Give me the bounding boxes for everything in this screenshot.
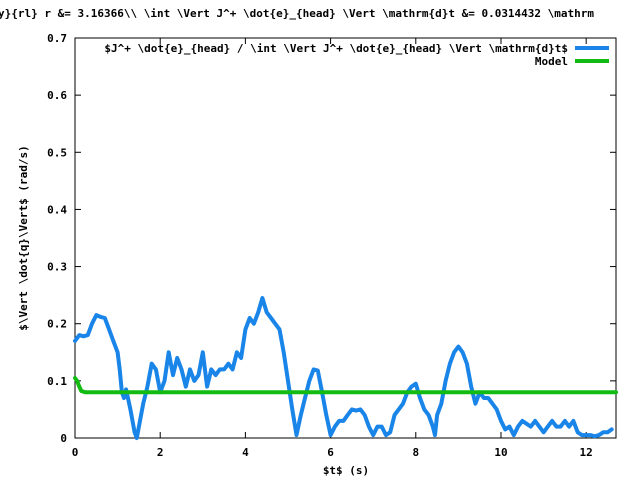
x-tick-label: 4	[242, 446, 249, 459]
legend: $J^+ \dot{e}_{head} / \int \Vert J^+ \do…	[104, 42, 609, 68]
legend-label: $J^+ \dot{e}_{head} / \int \Vert J^+ \do…	[104, 42, 568, 55]
x-tick-label: 2	[157, 446, 164, 459]
chart-title: y}{rl} r &= 3.16366\\ \int \Vert J^+ \do…	[0, 7, 594, 20]
y-axis: 0 0.1 0.2 0.3 0.4 0.5 0.6 0.7	[47, 32, 616, 445]
x-tick-label: 0	[72, 446, 79, 459]
y-tick-label: 0.7	[47, 32, 67, 45]
legend-label: Model	[535, 55, 568, 68]
x-tick-label: 12	[580, 446, 593, 459]
y-axis-label: $\Vert \dot{q}\Vert$ (rad/s)	[17, 145, 30, 330]
x-tick-label: 10	[494, 446, 507, 459]
x-tick-label: 8	[412, 446, 419, 459]
y-tick-label: 0.6	[47, 89, 67, 102]
y-tick-label: 0.5	[47, 146, 67, 159]
series-line-model	[73, 376, 618, 395]
x-tick-label: 6	[327, 446, 334, 459]
x-axis: 0 2 4 6 8 10 12	[72, 38, 593, 459]
y-tick-label: 0.1	[47, 375, 67, 388]
plot-frame	[74, 37, 617, 439]
series-line-measured	[73, 296, 614, 440]
y-tick-label: 0.2	[47, 318, 67, 331]
y-tick-label: 0	[60, 432, 67, 445]
series-group	[73, 296, 618, 440]
x-axis-label: $t$ (s)	[323, 464, 369, 477]
y-tick-label: 0.3	[47, 261, 67, 274]
y-tick-label: 0.4	[47, 203, 67, 216]
